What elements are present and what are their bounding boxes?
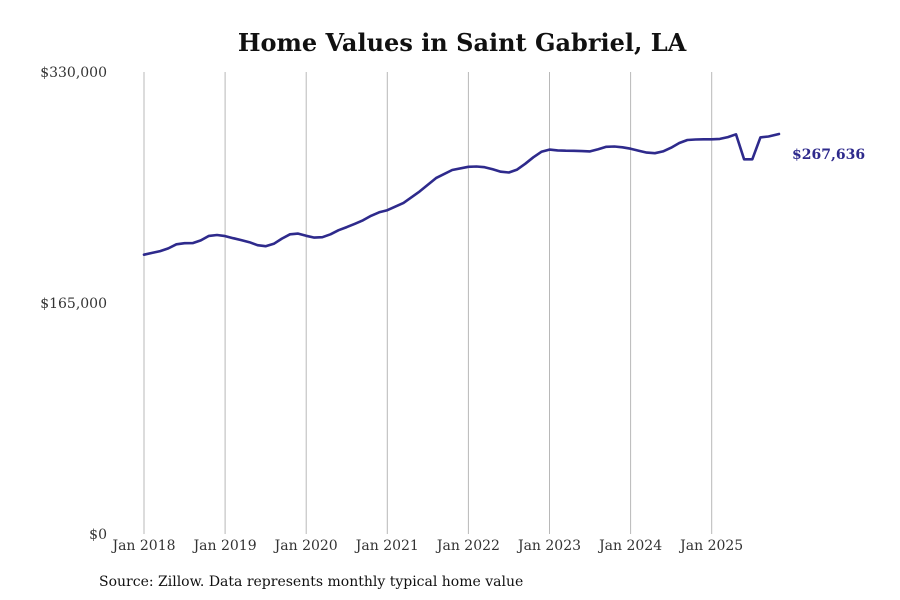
y-axis: $0 $165,000 $330,000 bbox=[40, 65, 107, 543]
x-tick-label: Jan 2021 bbox=[354, 538, 419, 554]
x-tick-label: Jan 2020 bbox=[273, 538, 338, 554]
grid-lines bbox=[143, 72, 713, 534]
x-tick-label: Jan 2022 bbox=[435, 538, 500, 554]
x-tick-label: Jan 2024 bbox=[597, 538, 662, 554]
x-tick-label: Jan 2023 bbox=[516, 538, 581, 554]
end-value-label: $267,636 bbox=[792, 147, 865, 163]
series-line bbox=[142, 132, 781, 256]
chart-title: Home Values in Saint Gabriel, LA bbox=[237, 28, 687, 57]
end-labels: $267,636 bbox=[792, 147, 865, 163]
y-tick-label: $165,000 bbox=[40, 296, 107, 312]
x-tick-label: Jan 2019 bbox=[192, 538, 257, 554]
x-tick-label: Jan 2018 bbox=[110, 538, 175, 554]
x-axis: Jan 2018 Jan 2019 Jan 2020 Jan 2021 Jan 2022… bbox=[110, 538, 743, 554]
y-tick-label: $0 bbox=[89, 527, 107, 543]
series-group bbox=[142, 132, 781, 256]
x-tick-label: Jan 2025 bbox=[678, 538, 743, 554]
source-note: Source: Zillow. Data represents monthly … bbox=[99, 574, 524, 590]
y-tick-label: $330,000 bbox=[40, 65, 107, 81]
